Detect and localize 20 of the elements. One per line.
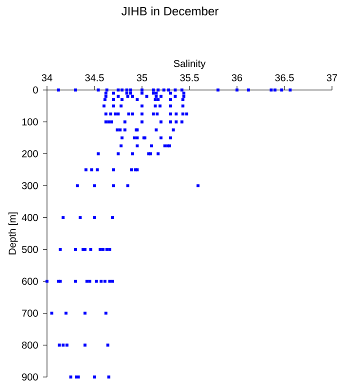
x-tick-label: 37 — [326, 74, 338, 82]
y-axis-title: Depth [m] — [8, 212, 18, 254]
y-tick-label: 100 — [22, 118, 38, 126]
y-tick-label: 0 — [33, 86, 38, 94]
y-tick-label: 700 — [22, 310, 38, 317]
x-tick-label: 35 — [136, 74, 148, 82]
x-tick-label: 36.5 — [275, 74, 294, 82]
x-tick-label: 34 — [42, 74, 52, 82]
y-tick-label: 300 — [22, 182, 38, 190]
chart-title: JIHB in December — [122, 6, 218, 16]
x-tick-label: 35.5 — [180, 74, 199, 82]
x-tick-label: 36 — [232, 74, 242, 82]
y-tick-label: 600 — [22, 278, 38, 285]
y-tick-label: 400 — [22, 214, 38, 222]
x-axis-title: Salinity — [174, 60, 206, 70]
y-tick-label: 800 — [22, 342, 38, 349]
y-tick-label: 500 — [22, 246, 38, 253]
y-tick-label: 900 — [22, 373, 38, 381]
y-tick-label: 200 — [22, 150, 38, 158]
x-tick-label: 34.5 — [85, 74, 104, 82]
